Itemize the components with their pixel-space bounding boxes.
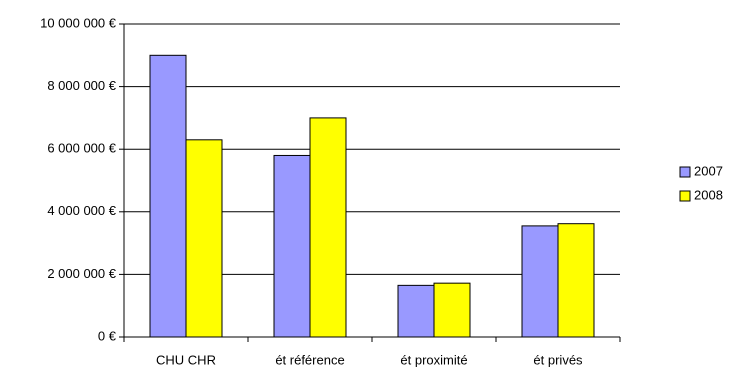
x-category-label: CHU CHR <box>156 353 216 368</box>
legend-label: 2007 <box>694 163 723 178</box>
bar-2007 <box>521 225 559 338</box>
y-tick-label: 0 € <box>98 328 117 343</box>
bar-2008 <box>433 282 471 338</box>
y-tick-label: 10 000 000 € <box>40 15 117 30</box>
bar-2008 <box>185 139 223 338</box>
bar-2007 <box>273 154 311 338</box>
bars <box>149 54 595 338</box>
bar-2007 <box>397 284 435 338</box>
x-category-label: ét proximité <box>400 353 467 368</box>
x-category-label: ét privés <box>533 353 583 368</box>
legend: 2007 2008 <box>678 159 736 207</box>
y-tick-label: 8 000 000 € <box>47 78 116 93</box>
y-axis-ticks: 0 € 2 000 000 € 4 000 000 € 6 000 000 € 8 00… <box>40 15 124 343</box>
bar-2008 <box>557 223 595 338</box>
y-tick-label: 4 000 000 € <box>47 203 116 218</box>
y-tick-label: 6 000 000 € <box>47 141 116 156</box>
y-tick-label: 2 000 000 € <box>47 266 116 281</box>
legend-swatch-2008 <box>679 190 691 202</box>
legend-swatch-2007 <box>679 166 691 178</box>
x-axis-categories: CHU CHR ét référence ét proximité ét privés <box>123 337 621 368</box>
x-category-label: ét référence <box>275 353 344 368</box>
bar-2007 <box>149 54 187 338</box>
bar-2008 <box>309 117 347 338</box>
legend-label: 2008 <box>694 187 723 202</box>
